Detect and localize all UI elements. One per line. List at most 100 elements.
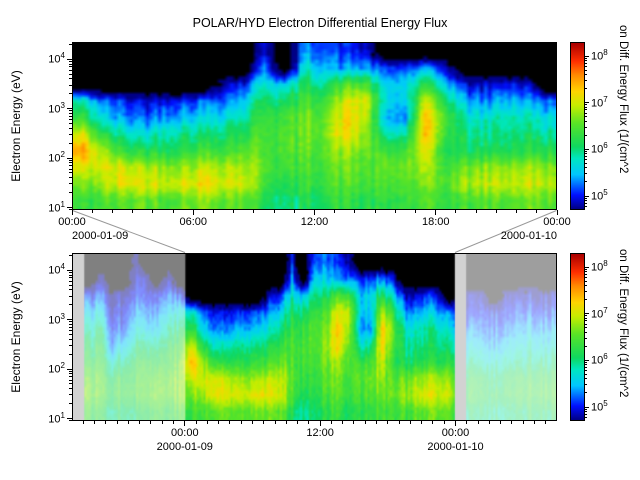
colorbar-minor-tick: [585, 345, 587, 347]
y-minor-tick: [69, 119, 72, 121]
x-minor-tick: [91, 210, 93, 213]
x-major-tick: [556, 210, 558, 215]
x-major-tick: [184, 421, 186, 426]
x-minor-tick: [139, 421, 141, 424]
tick-exponent: 8: [603, 259, 608, 268]
colorbar-minor-tick: [585, 285, 587, 287]
x-minor-tick: [293, 210, 295, 213]
y-minor-tick: [69, 183, 72, 185]
bottom-colorbar-canvas: [571, 254, 584, 420]
x-minor-tick: [297, 421, 299, 424]
x-minor-tick: [285, 421, 287, 424]
x-minor-tick: [334, 210, 336, 213]
x-minor-tick: [253, 210, 255, 213]
x-minor-tick: [111, 210, 113, 213]
y-major-tick: [67, 418, 72, 420]
y-tick-label: 103: [32, 312, 65, 327]
y-minor-tick: [69, 254, 72, 256]
colorbar-minor-tick: [585, 173, 587, 175]
colorbar-minor-tick: [585, 378, 587, 380]
colorbar-minor-tick: [585, 337, 587, 339]
colorbar-minor-tick: [585, 197, 587, 199]
x-tick-label: 00:00: [441, 427, 470, 439]
tick-exponent: 2: [60, 361, 65, 371]
y-minor-tick: [69, 192, 72, 194]
x-tick-label: 18:00: [421, 216, 450, 228]
y-minor-tick: [69, 112, 72, 114]
tick-base: 10: [591, 354, 604, 367]
colorbar-minor-tick: [585, 384, 587, 386]
x-minor-tick: [152, 210, 154, 213]
colorbar-minor-tick: [585, 74, 587, 76]
x-minor-tick: [516, 210, 518, 213]
tick-exponent: 4: [60, 262, 65, 272]
x-minor-tick: [212, 210, 214, 213]
y-minor-tick: [69, 376, 72, 378]
y-minor-tick: [69, 289, 72, 291]
x-minor-tick: [218, 421, 220, 424]
x-minor-tick: [536, 210, 538, 213]
x-minor-tick: [173, 421, 174, 424]
x-minor-tick: [263, 421, 265, 424]
colorbar-minor-tick: [585, 181, 587, 183]
colorbar-minor-tick: [585, 370, 587, 372]
top-colorbar-frame: [570, 42, 585, 210]
x-minor-tick: [432, 421, 434, 424]
tick-exponent: 5: [603, 399, 608, 408]
y-minor-tick: [69, 304, 72, 306]
tick-base: 10: [48, 314, 61, 327]
x-minor-tick: [455, 210, 457, 213]
y-minor-tick: [69, 420, 72, 422]
colorbar-minor-tick: [585, 62, 587, 64]
y-minor-tick: [69, 165, 72, 167]
y-major-tick: [67, 269, 72, 271]
x-tick-label: 00:00: [171, 427, 199, 439]
tick-base: 10: [48, 103, 61, 116]
y-minor-tick: [69, 177, 72, 179]
y-minor-tick: [69, 73, 72, 75]
tick-exponent: 3: [60, 311, 65, 321]
x-minor-tick: [82, 421, 84, 424]
y-tick-label: 104: [32, 51, 65, 66]
y-minor-tick: [69, 370, 72, 372]
tick-base: 10: [48, 202, 61, 215]
colorbar-tick-label: 106: [591, 352, 608, 367]
colorbar-minor-tick: [585, 69, 587, 71]
x-major-tick: [71, 210, 73, 215]
colorbar-tick: [585, 359, 589, 361]
tick-exponent: 7: [603, 94, 608, 104]
x-major-tick: [314, 210, 315, 215]
y-minor-tick: [69, 93, 72, 95]
y-minor-tick: [69, 123, 72, 125]
y-minor-tick: [69, 388, 72, 390]
colorbar-tick-label: 105: [591, 188, 608, 203]
y-minor-tick: [69, 78, 72, 80]
y-minor-tick: [69, 159, 72, 161]
y-minor-tick: [69, 295, 72, 297]
x-minor-tick: [421, 421, 423, 424]
tick-exponent: 2: [60, 150, 65, 160]
x-minor-tick: [522, 421, 524, 424]
x-minor-tick: [364, 421, 366, 424]
colorbar-minor-tick: [585, 373, 587, 375]
y-minor-tick: [69, 383, 72, 385]
colorbar-tick-label: 108: [591, 259, 608, 274]
tick-exponent: 1: [60, 410, 65, 420]
colorbar-minor-tick: [585, 57, 587, 59]
colorbar-minor-tick: [585, 317, 587, 319]
colorbar-minor-tick: [585, 60, 587, 62]
y-tick-label: 103: [32, 101, 65, 116]
x-minor-tick: [127, 421, 129, 424]
tick-exponent: 1: [60, 199, 65, 209]
colorbar-minor-tick: [585, 280, 587, 282]
bottom-colorbar-frame: [570, 253, 585, 421]
top-colorbar-canvas: [571, 43, 584, 209]
y-minor-tick: [69, 334, 72, 336]
x-minor-tick: [330, 421, 332, 424]
y-minor-tick: [69, 394, 72, 396]
y-tick-label: 101: [32, 411, 65, 426]
x-minor-tick: [233, 210, 235, 213]
y-minor-tick: [69, 280, 72, 282]
colorbar-minor-tick: [585, 106, 587, 108]
colorbar-minor-tick: [585, 104, 587, 106]
